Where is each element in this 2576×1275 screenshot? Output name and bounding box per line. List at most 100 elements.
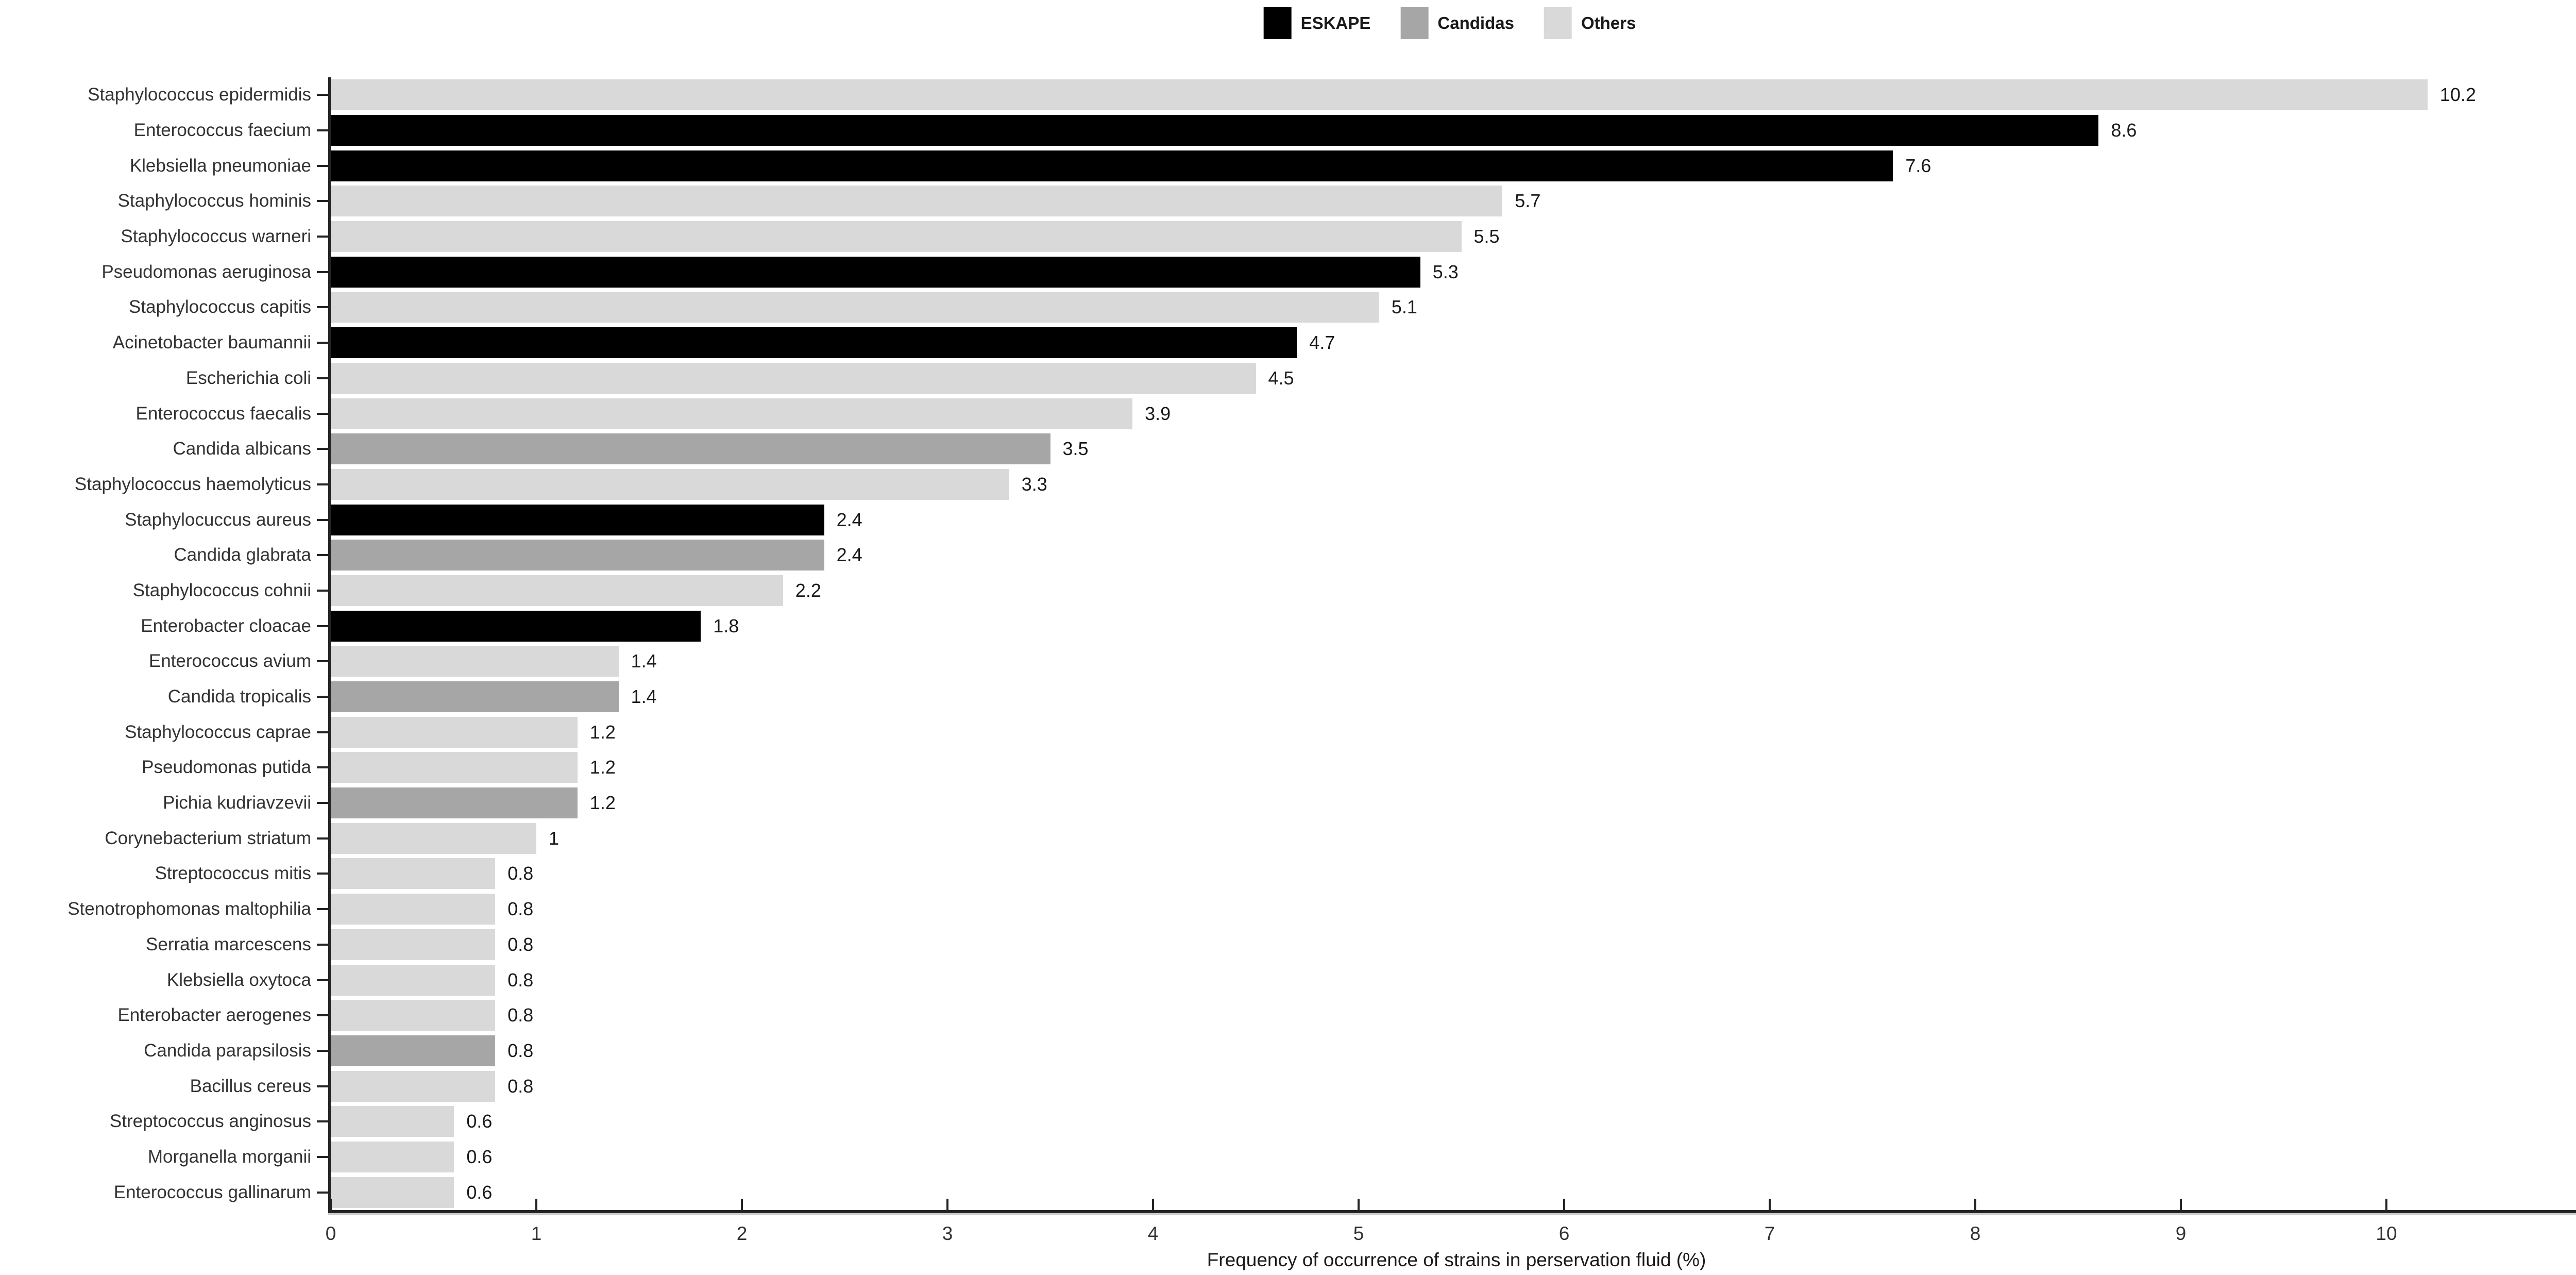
bar-value-label: 2.2 (795, 579, 821, 601)
bar-value-label: 5.7 (1515, 190, 1541, 212)
bar-value-label: 8.6 (2111, 120, 2137, 141)
bar-value-label: 1.4 (631, 650, 657, 672)
legend-item: Others (1544, 7, 1636, 39)
y-axis-tick (317, 342, 328, 344)
bar-value-label: 7.6 (1905, 155, 1931, 176)
y-axis-label: Staphylococcus hominis (117, 191, 311, 211)
bar (331, 186, 1503, 217)
y-axis-tick (317, 554, 328, 557)
x-axis-tick-label: 9 (2175, 1223, 2187, 1244)
y-axis-tick (317, 802, 328, 804)
y-axis-line (328, 77, 331, 1213)
y-axis-label: Candida glabrata (174, 545, 311, 565)
bar-value-label: 0.8 (507, 1075, 534, 1097)
y-axis-label: Escherichia coli (185, 367, 311, 388)
x-axis-tick (2180, 1199, 2182, 1210)
y-axis-label: Enterobacter aerogenes (117, 1005, 311, 1026)
x-axis-tick-label: 5 (1353, 1223, 1364, 1244)
legend-item: ESKAPE (1263, 7, 1371, 39)
y-axis-label: Serratia marcescens (146, 934, 311, 954)
x-axis-tick-label: 6 (1558, 1223, 1570, 1244)
y-axis-tick (317, 873, 328, 875)
y-axis-label: Acinetobacter baumannii (112, 332, 311, 353)
bar (331, 752, 578, 783)
y-axis-label: Corynebacterium striatum (105, 828, 311, 848)
bar-value-label: 5.1 (1391, 296, 1417, 318)
bar (331, 1070, 496, 1102)
x-axis-tick (1974, 1199, 1976, 1210)
bar-value-label: 1.2 (589, 721, 616, 743)
legend-swatch (1263, 7, 1292, 39)
y-axis-label: Stenotrophomonas maltophilia (67, 899, 311, 919)
x-axis-tick (1563, 1199, 1565, 1210)
bar (331, 540, 824, 571)
bar-value-label: 5.5 (1473, 226, 1500, 247)
bar (331, 929, 496, 960)
x-axis-tick-label: 8 (1970, 1223, 1981, 1244)
y-axis-tick (317, 943, 328, 946)
bar (331, 327, 1297, 359)
y-axis-label: Pseudomonas aeruginosa (101, 261, 311, 282)
x-axis-tick (2385, 1199, 2387, 1210)
legend-swatch (1544, 7, 1572, 39)
y-axis-tick (317, 1049, 328, 1052)
y-axis-tick (317, 236, 328, 238)
x-axis-tick-label: 7 (1764, 1223, 1775, 1244)
bar (331, 433, 1050, 465)
y-axis-label: Staphylococcus cohnii (132, 580, 311, 600)
x-axis-tick (741, 1199, 743, 1210)
y-axis-tick (317, 483, 328, 485)
bar-value-label: 3.3 (1021, 473, 1047, 495)
x-axis-tick-label: 3 (942, 1223, 953, 1244)
y-axis-tick (317, 1085, 328, 1087)
y-axis-tick (317, 271, 328, 273)
y-axis-label: Staphylococcus warneri (121, 226, 311, 247)
bar-value-label: 0.6 (466, 1146, 493, 1167)
y-axis-tick (317, 731, 328, 733)
y-axis-tick (317, 94, 328, 96)
y-axis-label: Bacillus cereus (190, 1076, 311, 1096)
bar-value-label: 10.2 (2439, 84, 2476, 106)
bar (331, 115, 2099, 146)
bar (331, 610, 701, 642)
y-axis-label: Candida tropicalis (167, 686, 311, 707)
bar-value-label: 5.3 (1432, 261, 1459, 282)
legend-label: Candidas (1437, 13, 1514, 32)
bar-value-label: 0.6 (466, 1111, 493, 1132)
x-axis-tick (330, 1199, 332, 1210)
x-axis-tick (946, 1199, 948, 1210)
bar-value-label: 4.7 (1309, 332, 1335, 354)
bar-value-label: 1.4 (631, 686, 657, 708)
legend: ESKAPE Candidas Others (1263, 7, 1636, 39)
y-axis-tick (317, 1120, 328, 1123)
y-axis-label: Staphylococcus haemolyticus (74, 474, 311, 494)
y-axis-label: Pichia kudriavzevii (163, 793, 311, 813)
bar (331, 681, 619, 713)
y-axis-label: Klebsiella oxytoca (166, 969, 311, 990)
bar (331, 150, 1893, 181)
bar-value-label: 0.8 (507, 933, 534, 955)
y-axis-label: Candida albicans (173, 439, 311, 459)
bar-value-label: 0.8 (507, 863, 534, 884)
bar (331, 823, 536, 854)
y-axis-label: Pseudomonas putida (142, 757, 311, 778)
x-axis-tick-label: 2 (736, 1223, 748, 1244)
y-axis-tick (317, 1191, 328, 1194)
bar (331, 858, 496, 890)
bar (331, 894, 496, 925)
bar (331, 504, 824, 535)
bar-value-label: 2.4 (836, 544, 862, 566)
y-axis-label: Enterococcus gallinarum (113, 1182, 311, 1202)
y-axis-label: Enterococcus faecium (133, 120, 311, 141)
y-axis-tick (317, 377, 328, 379)
legend-swatch (1400, 7, 1429, 39)
x-axis-line (328, 1210, 2576, 1213)
x-axis-tick (1769, 1199, 1771, 1210)
y-axis-label: Staphylococcus epidermidis (88, 85, 311, 105)
legend-label: ESKAPE (1300, 13, 1371, 32)
y-axis-tick (317, 1014, 328, 1017)
y-axis-tick (317, 200, 328, 203)
y-axis-label: Enterococcus avium (148, 651, 311, 672)
y-axis-tick (317, 696, 328, 698)
y-axis-tick (317, 625, 328, 627)
